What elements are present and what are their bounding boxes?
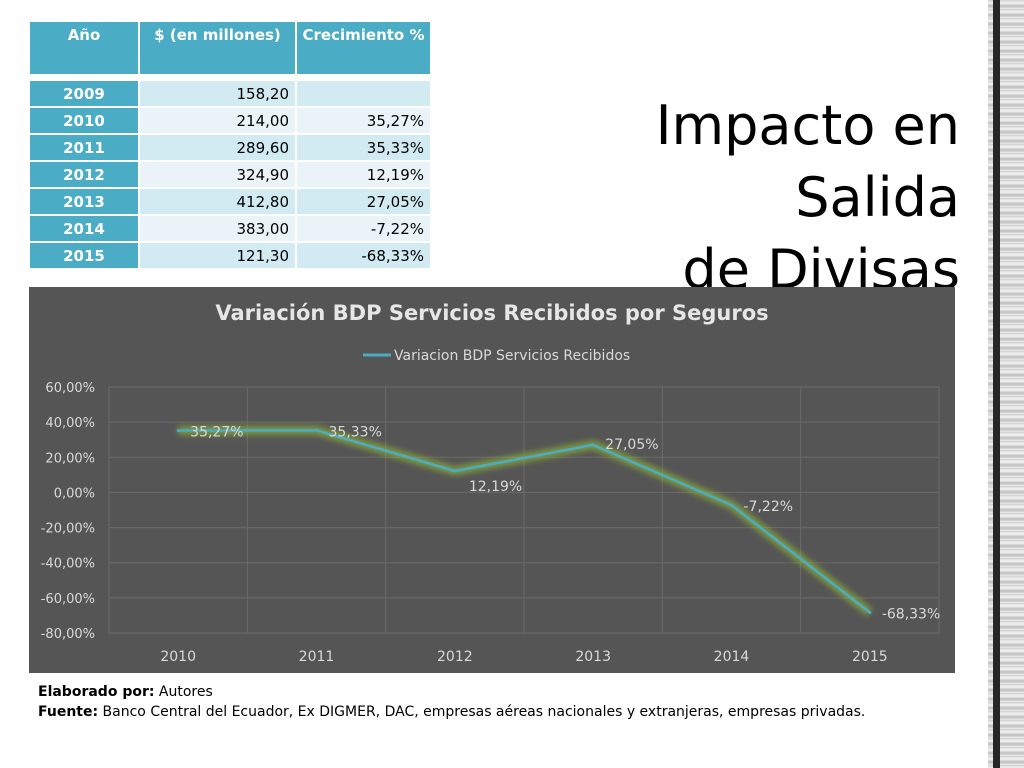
table-row: 2012 324,90 12,19% [28, 160, 432, 189]
footer-source-label: Fuente: [38, 704, 99, 720]
data-table: Año $ (en millones) Crecimiento % 2009 1… [28, 20, 432, 270]
footer-author-value: Autores [154, 684, 213, 700]
cell-amount: 383,00 [138, 214, 297, 243]
data-label: 27,05% [605, 437, 658, 453]
cell-year: 2012 [28, 160, 140, 189]
cell-growth: 35,27% [295, 106, 432, 135]
header-year: Año [28, 20, 140, 76]
cell-year: 2011 [28, 133, 140, 162]
x-tick-label: 2013 [575, 649, 611, 665]
cell-growth: -7,22% [295, 214, 432, 243]
legend-label: Variacion BDP Servicios Recibidos [394, 348, 630, 364]
x-tick-label: 2015 [852, 649, 888, 665]
cell-growth: 35,33% [295, 133, 432, 162]
table-row: 2009 158,20 [28, 79, 432, 108]
data-point [730, 503, 733, 507]
y-tick-label: -40,00% [41, 557, 95, 572]
table-row: 2015 121,30 -68,33% [28, 241, 432, 270]
footer-source: Fuente: Banco Central del Ecuador, Ex DI… [38, 702, 865, 722]
y-tick-label: -20,00% [41, 522, 95, 537]
data-label: -7,22% [744, 499, 794, 515]
x-tick-label: 2012 [437, 649, 473, 665]
data-point [868, 610, 872, 614]
table-row: 2014 383,00 -7,22% [28, 214, 432, 243]
cell-year: 2015 [28, 241, 140, 270]
cell-amount: 324,90 [138, 160, 297, 189]
footer-author: Elaborado por: Autores [38, 682, 865, 702]
data-point [591, 443, 595, 447]
line-chart: Variación BDP Servicios Recibidos por Se… [29, 287, 955, 673]
data-label: 12,19% [469, 479, 522, 495]
data-point [453, 469, 457, 473]
footer-source-value: Banco Central del Ecuador, Ex DIGMER, DA… [98, 704, 866, 720]
data-label: 35,33% [329, 424, 382, 440]
x-tick-label: 2010 [160, 649, 196, 665]
data-point [315, 428, 318, 432]
table-row: 2011 289,60 35,33% [28, 133, 432, 162]
chart-svg: Variación BDP Servicios Recibidos por Se… [41, 301, 941, 665]
chart-title: Variación BDP Servicios Recibidos por Se… [215, 301, 768, 325]
slide-title: Impacto en Salida de Divisas [480, 90, 960, 306]
footer-author-label: Elaborado por: [38, 684, 155, 700]
cell-growth: 27,05% [295, 187, 432, 216]
cell-amount: 121,30 [138, 241, 297, 270]
y-tick-label: 20,00% [45, 451, 95, 466]
y-tick-label: 60,00% [45, 381, 95, 396]
y-tick-label: -60,00% [41, 592, 95, 607]
header-amount: $ (en millones) [138, 20, 297, 76]
slide-title-line1: Impacto en Salida [655, 94, 960, 229]
table-row: 2013 412,80 27,05% [28, 187, 432, 216]
x-tick-label: 2014 [714, 649, 750, 665]
cell-year: 2010 [28, 106, 140, 135]
cell-year: 2013 [28, 187, 140, 216]
y-tick-label: 40,00% [45, 416, 95, 431]
x-tick-label: 2011 [299, 649, 335, 665]
y-tick-label: -80,00% [41, 627, 95, 642]
cell-year: 2009 [28, 79, 140, 108]
cell-amount: 412,80 [138, 187, 297, 216]
header-growth: Crecimiento % [295, 20, 432, 76]
cell-amount: 289,60 [138, 133, 297, 162]
cell-growth [295, 79, 432, 108]
cell-year: 2014 [28, 214, 140, 243]
footer: Elaborado por: Autores Fuente: Banco Cen… [38, 682, 865, 722]
cell-amount: 158,20 [138, 79, 297, 108]
table-row: 2010 214,00 35,27% [28, 106, 432, 135]
cell-amount: 214,00 [138, 106, 297, 135]
cell-growth: -68,33% [295, 241, 432, 270]
y-tick-label: 0,00% [54, 486, 95, 501]
cell-growth: 12,19% [295, 160, 432, 189]
decorative-edge-line [993, 0, 1000, 768]
table-header-row: Año $ (en millones) Crecimiento % [28, 20, 432, 76]
data-label: -68,33% [882, 606, 940, 622]
data-label: 35,27% [190, 424, 243, 440]
series-line [178, 429, 871, 614]
data-point [176, 428, 180, 432]
